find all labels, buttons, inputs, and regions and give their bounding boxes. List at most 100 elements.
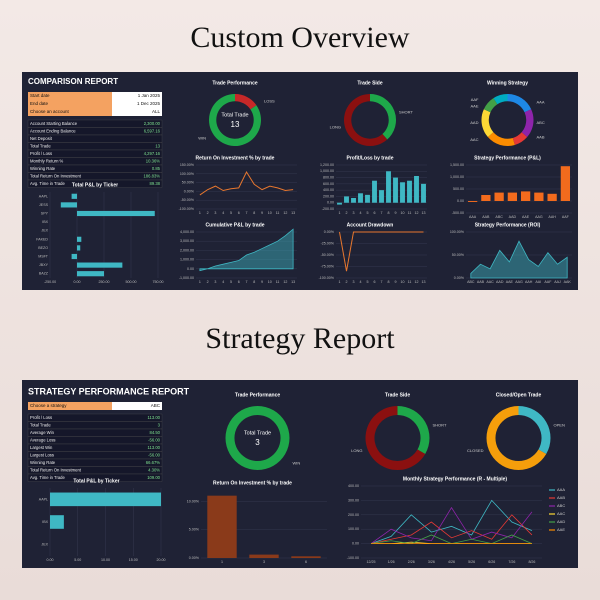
x-tick-label: AAB	[477, 280, 485, 284]
bar	[560, 166, 571, 201]
stat-label: Net Deposit	[30, 136, 53, 141]
x-tick-label: AAC	[486, 280, 494, 284]
x-tick-label: 12	[283, 280, 287, 284]
bar	[50, 492, 161, 507]
stat-label: Total Trade	[30, 143, 51, 148]
stat-value: 0.85	[152, 166, 161, 171]
x-tick-label: AAH	[548, 215, 556, 219]
x-tick-label: 5	[230, 211, 232, 215]
x-tick-label: 3/26	[428, 560, 435, 564]
bar	[77, 236, 82, 242]
x-tick-label: 10	[401, 211, 405, 215]
input-value-cell[interactable]	[112, 100, 162, 108]
y-tick-label: 0.00%	[184, 189, 195, 193]
x-tick-label: 11	[276, 211, 280, 215]
x-tick-label: 250.00	[99, 280, 110, 284]
y-tick-label: FAKED	[36, 237, 48, 241]
stat-label: Total Trade	[30, 422, 51, 427]
bar	[520, 191, 531, 201]
bar	[71, 253, 77, 260]
chart-title: Monthly Strategy Performance (R - Multip…	[403, 476, 508, 482]
y-tick-label: AAPL	[39, 497, 48, 501]
y-tick-label: 1,000.00	[320, 169, 334, 173]
x-tick-label: AAH	[525, 280, 533, 284]
y-tick-label: 1,500.00	[450, 163, 464, 167]
y-tick-label: -25.00%	[321, 241, 335, 245]
y-tick-label: 100.00%	[180, 172, 195, 176]
x-tick-label: AAJ	[554, 280, 561, 284]
donut-slice	[365, 406, 426, 470]
line	[370, 514, 533, 544]
x-tick-label: AAK	[564, 280, 572, 284]
x-tick-label: 11	[276, 280, 280, 284]
x-tick-label: 7	[381, 280, 383, 284]
input-value-cell[interactable]	[112, 108, 162, 116]
slice-label: LONG	[330, 124, 341, 129]
bar	[249, 554, 279, 558]
stat-row	[27, 473, 163, 482]
x-tick-label: 6/26	[488, 560, 495, 564]
center-label: Total Trade	[221, 112, 248, 118]
slice-label: AAF	[471, 97, 479, 102]
donut-slice	[397, 406, 430, 454]
x-tick-label: 10	[268, 280, 272, 284]
y-tick-label: JEX	[41, 543, 48, 547]
x-tick-label: 12	[283, 211, 287, 215]
chart-title: Cumulative P&L by trade	[205, 222, 264, 228]
stat-label: Profit / Loss	[30, 151, 52, 156]
y-tick-label: 3,000.00	[180, 239, 194, 243]
x-tick-label: 9	[261, 211, 263, 215]
chart-title: Trade Side	[385, 392, 411, 398]
chart-title: Account Drawdown	[347, 222, 394, 228]
stat-value: 3	[158, 422, 161, 427]
x-tick-label: 4	[360, 211, 362, 215]
x-tick-label: 3	[263, 560, 265, 564]
y-tick-label: 1,200.00	[320, 163, 334, 167]
donut-slice	[487, 132, 515, 146]
stat-value: 2,300.00	[144, 121, 161, 126]
y-tick-label: 0.00%	[454, 276, 465, 280]
x-tick-label: 12	[415, 211, 419, 215]
input-value: 1 Jan 2025	[138, 93, 161, 98]
slice-label: CLOSED	[467, 448, 484, 453]
slice-label: AAD	[470, 120, 478, 125]
center-label: Total Trade	[244, 430, 271, 436]
chart-title: Trade Side	[357, 80, 383, 86]
x-tick-label: 6	[374, 280, 376, 284]
legend-label: AAC	[557, 511, 565, 516]
stat-value: 89.38	[150, 181, 161, 186]
x-tick-label: AAF	[562, 215, 570, 219]
stat-value: 4,297.16	[144, 151, 161, 156]
input-value: ABC	[151, 403, 161, 408]
stat-label: Avg. Time in Trade	[30, 181, 66, 186]
stat-value: 6,597.16	[144, 128, 161, 133]
chart-title: Return On Investment % by trade	[213, 480, 292, 486]
chart-title: Strategy Performance (P&L)	[474, 155, 541, 161]
input-value-cell[interactable]	[112, 92, 162, 100]
chart-title: Total P&L by Ticker	[72, 182, 118, 188]
input-value-cell[interactable]	[112, 402, 162, 410]
x-tick-label: 20.00	[157, 558, 166, 562]
donut-slice	[512, 132, 528, 145]
y-tick-label: JBXY	[39, 263, 49, 267]
chart-title: Strategy Performance (ROI)	[475, 222, 541, 228]
line	[339, 231, 424, 272]
y-tick-label: 0.00%	[189, 556, 200, 560]
x-tick-label: AAD	[496, 280, 504, 284]
stat-value: 4.30%	[148, 467, 160, 472]
y-tick-label: 200.00	[348, 513, 359, 517]
x-tick-label: 1	[199, 280, 201, 284]
y-tick-label: 5.00%	[189, 528, 200, 532]
x-tick-label: 12/25	[367, 560, 376, 564]
x-tick-label: 8	[388, 211, 390, 215]
stat-label: Total Return On Investment	[30, 467, 82, 472]
bar	[386, 171, 391, 203]
x-tick-label: 9	[395, 211, 397, 215]
x-tick-label: 7	[381, 211, 383, 215]
bar	[344, 196, 349, 203]
x-tick-label: 7	[246, 280, 248, 284]
stat-value: 84.50	[150, 430, 161, 435]
input-label: Choose a strategy	[30, 403, 67, 408]
stat-label: Total Return On Investment	[30, 173, 82, 178]
